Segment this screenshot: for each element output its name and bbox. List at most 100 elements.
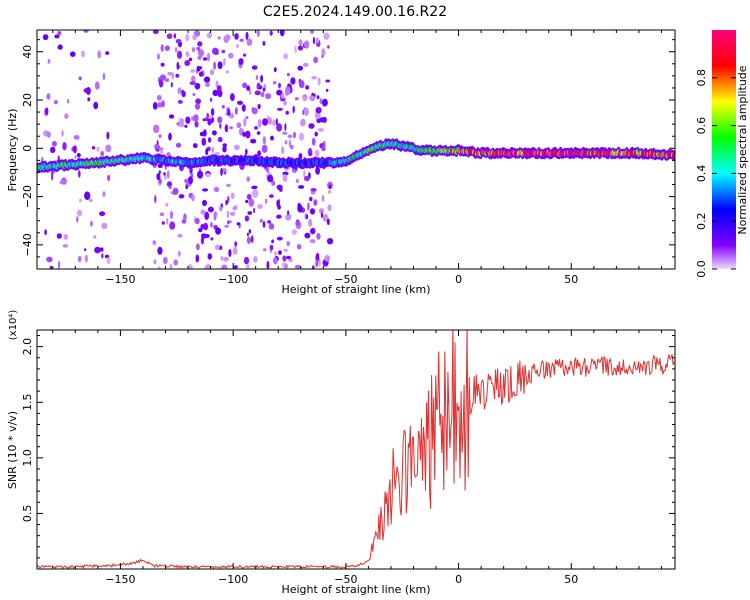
colorbar-tick-label: 0.8 bbox=[695, 69, 708, 87]
speckle bbox=[260, 74, 263, 83]
speckle bbox=[304, 40, 310, 49]
speckle bbox=[212, 130, 217, 136]
speckle bbox=[239, 38, 244, 42]
x-tick-label: 0 bbox=[455, 273, 462, 286]
speckle bbox=[194, 217, 200, 225]
speckle bbox=[297, 204, 303, 213]
speckle bbox=[317, 127, 324, 132]
speckle bbox=[228, 249, 232, 257]
speckle bbox=[227, 108, 231, 116]
speckle bbox=[105, 144, 112, 153]
speckle bbox=[253, 255, 258, 263]
speckle bbox=[245, 31, 249, 40]
speckle bbox=[223, 256, 229, 262]
speckle bbox=[158, 179, 162, 184]
speckle bbox=[256, 82, 261, 89]
speckle bbox=[233, 265, 238, 269]
speckle bbox=[282, 171, 289, 176]
speckle bbox=[157, 102, 163, 108]
speckle bbox=[168, 185, 172, 189]
speckle bbox=[246, 264, 250, 269]
speckle bbox=[287, 134, 293, 139]
speckle bbox=[153, 259, 157, 265]
speckle bbox=[259, 218, 263, 223]
x-tick-label: −50 bbox=[334, 573, 357, 586]
speckle bbox=[247, 237, 252, 242]
speckle bbox=[279, 30, 285, 37]
speckle bbox=[236, 44, 239, 48]
speckle bbox=[262, 221, 266, 228]
speckle bbox=[282, 255, 287, 262]
speckle bbox=[303, 107, 309, 116]
speckle bbox=[186, 53, 190, 57]
snr-line bbox=[37, 330, 675, 569]
x-tick-label: −150 bbox=[105, 273, 135, 286]
speckle bbox=[270, 135, 274, 141]
speckle bbox=[64, 113, 69, 119]
speckle bbox=[191, 194, 195, 202]
speckle bbox=[307, 202, 310, 211]
heatmap-y-axis-label: Frequency (Hz) bbox=[6, 109, 19, 192]
speckle bbox=[196, 243, 200, 251]
speckle bbox=[107, 174, 111, 182]
speckle bbox=[76, 216, 79, 223]
speckle bbox=[57, 260, 61, 269]
speckle bbox=[242, 82, 248, 89]
colorbar-tick-label: 0.6 bbox=[695, 117, 708, 135]
speckle bbox=[251, 185, 258, 190]
speckle bbox=[176, 61, 180, 70]
speckle bbox=[185, 116, 191, 124]
speckle bbox=[245, 148, 248, 155]
speckle bbox=[84, 254, 88, 263]
speckle bbox=[99, 211, 106, 217]
speckle bbox=[326, 238, 334, 245]
speckle bbox=[57, 31, 62, 36]
speckle bbox=[202, 188, 209, 192]
speckle bbox=[93, 101, 99, 110]
speckle bbox=[192, 34, 198, 41]
speckle bbox=[260, 91, 265, 98]
speckle bbox=[236, 222, 241, 226]
speckle bbox=[106, 257, 111, 265]
speckle bbox=[314, 131, 318, 137]
speckle bbox=[163, 172, 166, 176]
speckle bbox=[189, 81, 196, 86]
speckle bbox=[88, 198, 93, 203]
speckle bbox=[175, 142, 182, 148]
speckle bbox=[192, 46, 195, 53]
colorbar-tick-label: 0.4 bbox=[695, 165, 708, 183]
speckle bbox=[327, 204, 332, 212]
speckle bbox=[185, 184, 189, 190]
heatmap-x-axis-label: Height of straight line (km) bbox=[281, 283, 430, 296]
speckle bbox=[266, 260, 270, 269]
speckle bbox=[276, 89, 283, 96]
speckle bbox=[310, 227, 316, 235]
speckle bbox=[194, 82, 201, 90]
speckle bbox=[306, 214, 309, 220]
y-tick-label: 2.0 bbox=[21, 338, 34, 356]
speckle bbox=[221, 104, 225, 109]
speckle bbox=[154, 143, 160, 150]
speckle bbox=[205, 82, 210, 87]
speckle bbox=[190, 69, 196, 73]
speckle bbox=[298, 80, 305, 89]
speckle bbox=[275, 118, 278, 126]
x-tick-label: −100 bbox=[218, 273, 248, 286]
snr-y-scale-label: (x10⁴) bbox=[8, 310, 19, 341]
speckle bbox=[294, 97, 299, 101]
speckle bbox=[247, 211, 253, 215]
speckle bbox=[84, 248, 87, 252]
speckle bbox=[268, 223, 275, 230]
speckle bbox=[291, 229, 297, 235]
speckle bbox=[62, 244, 69, 248]
speckle bbox=[70, 51, 76, 57]
speckle bbox=[175, 73, 180, 78]
speckle bbox=[166, 181, 173, 188]
speckle bbox=[188, 57, 193, 62]
speckle bbox=[234, 107, 238, 115]
speckle bbox=[159, 212, 165, 216]
speckle bbox=[177, 99, 183, 104]
speckle bbox=[101, 253, 104, 259]
speckle bbox=[327, 189, 332, 194]
